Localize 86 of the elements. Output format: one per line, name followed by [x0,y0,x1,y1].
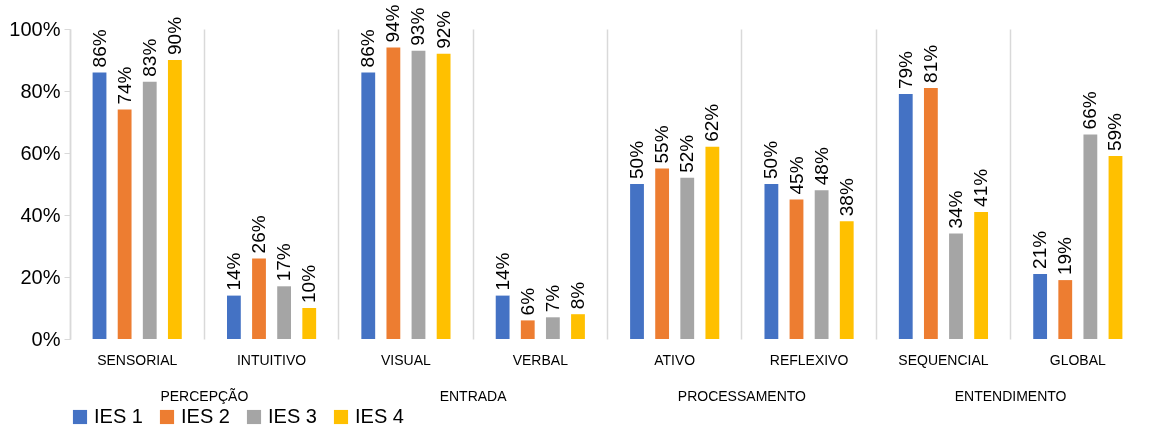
bar [1033,273,1048,339]
data-label: 6% [516,287,538,316]
x-tick-label: INTUITIVO [236,351,307,368]
data-label: 90% [163,16,185,55]
data-label: 14% [491,252,513,291]
data-label: 50% [626,140,648,179]
text: PROCESSAMENTO [677,388,807,404]
bar [974,211,989,339]
text: ENTENDIMENTO [954,388,1067,404]
data-label: 48% [810,147,832,186]
bar [923,87,938,339]
bar [411,50,426,339]
bar [1058,280,1073,339]
x-tick-label: ATIVO [654,351,696,368]
data-label: 94% [382,4,404,43]
bar [226,295,241,339]
data-label: 93% [407,7,429,46]
bar [1108,156,1123,339]
data-label: 59% [1104,112,1126,152]
data-label: 8% [566,281,588,310]
y-tick-label: 100% [9,17,61,40]
bar [361,72,376,339]
y-tick-label: 80% [20,79,61,102]
data-label: 17% [273,243,295,282]
data-label: 34% [945,190,966,229]
bar [520,320,535,339]
bar [705,146,720,339]
bar [545,317,560,339]
data-label: 62% [701,103,723,142]
data-label: 92% [432,10,454,49]
bar [92,72,107,339]
x-tick-label: REFLEXIVO [769,351,849,368]
bar [571,314,585,339]
y-tick-label: 40% [20,203,61,226]
bar [680,177,695,339]
bar [839,221,854,339]
data-label: 38% [835,178,857,217]
data-label: 74% [113,66,135,105]
data-label: 26% [248,215,269,254]
bar [117,109,132,339]
bar [655,168,670,339]
data-label: 52% [676,134,698,173]
bar [386,47,401,339]
data-label: 86% [88,29,110,68]
y-tick-label: 20% [20,265,61,288]
bar [949,233,963,339]
data-label: 79% [894,50,916,90]
legend-label: IES 4 [355,405,404,427]
data-label: 50% [760,140,782,179]
data-label: 86% [357,29,379,68]
bar [764,184,779,339]
text: ENTRADA [439,388,508,404]
y-tick-label: 0% [31,327,61,350]
bar [302,308,317,339]
data-label: 81% [919,44,941,83]
data-label: 14% [222,252,244,291]
data-label: 55% [651,125,673,164]
text: PERCEPÇÃO [160,388,249,404]
x-tick-label: VISUAL [381,351,432,368]
bar [252,258,266,339]
legend-label: IES 3 [268,405,317,427]
y-tick-label: 60% [20,141,61,164]
data-label: 7% [541,284,563,313]
bar [142,81,157,339]
data-label: 41% [970,168,992,207]
data-label: 83% [138,38,160,77]
x-tick-label: GLOBAL [1049,351,1107,368]
x-tick-label: VERBAL [512,351,569,368]
bar [436,53,451,339]
data-label: 10% [298,264,320,303]
bar [167,60,182,339]
legend-label: IES 1 [94,405,143,427]
bar [814,190,829,339]
data-label: 19% [1054,236,1076,276]
bar [789,199,804,339]
x-tick-label: SENSORIAL [97,351,178,368]
bar [630,184,644,339]
legend-label: IES 2 [181,405,230,427]
x-tick-label: SEQUENCIAL [898,351,989,368]
data-label: 45% [785,156,807,195]
data-label: 66% [1079,91,1101,130]
bar [898,94,913,339]
data-label: 21% [1029,230,1051,269]
bar [495,295,510,339]
bar [1083,134,1098,339]
bar [277,286,292,339]
